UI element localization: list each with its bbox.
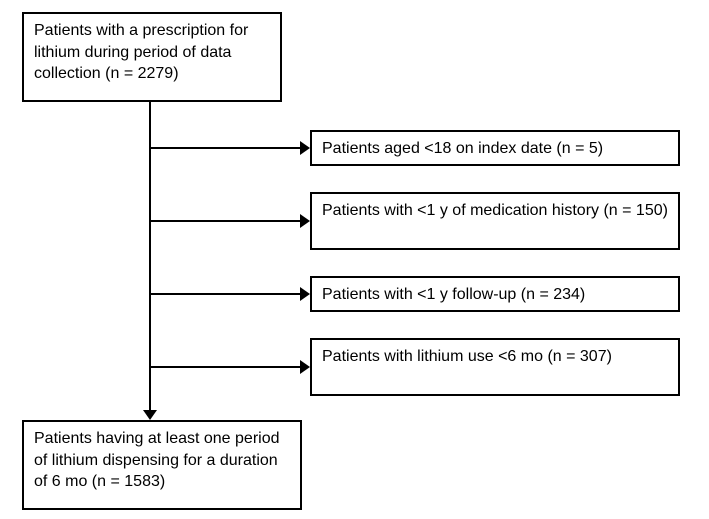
excl3-arrowhead bbox=[300, 287, 310, 301]
exclusion-node-3: Patients with <1 y follow-up (n = 234) bbox=[310, 276, 680, 312]
exclusion-node-2: Patients with <1 y of medication history… bbox=[310, 192, 680, 250]
excl2-arrowhead bbox=[300, 214, 310, 228]
excl4-arrowhead bbox=[300, 360, 310, 374]
exclusion-node-4: Patients with lithium use <6 mo (n = 307… bbox=[310, 338, 680, 396]
start-node: Patients with a prescription for lithium… bbox=[22, 12, 282, 102]
exclusion-node-1: Patients aged <18 on index date (n = 5) bbox=[310, 130, 680, 166]
end-node: Patients having at least one period of l… bbox=[22, 420, 302, 510]
excl1-arrowhead bbox=[300, 141, 310, 155]
main-flow-arrowhead bbox=[143, 410, 157, 420]
